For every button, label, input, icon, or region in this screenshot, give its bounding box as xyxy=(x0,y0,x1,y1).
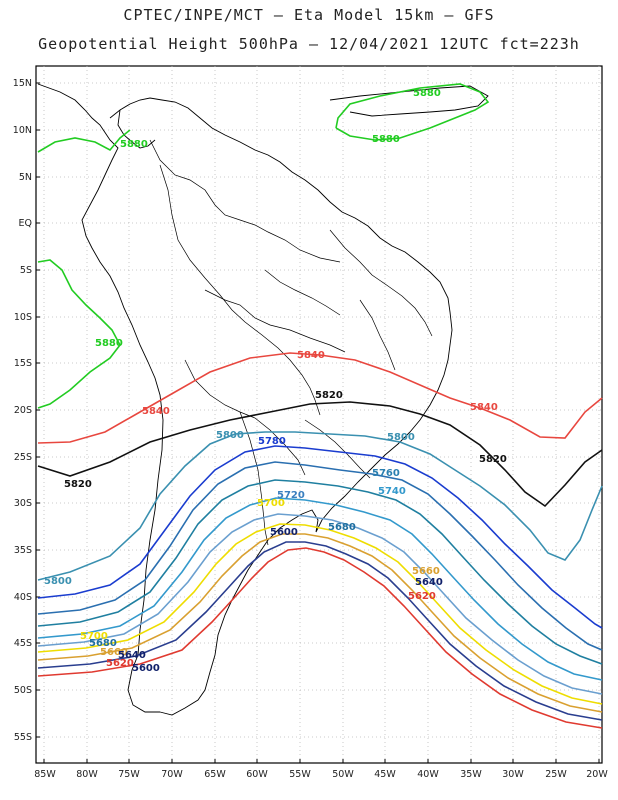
lat-label-15s: 15S xyxy=(14,358,32,369)
contour-labels: 5880 5880 5880 5880 5840 5840 5840 5820 … xyxy=(44,88,507,674)
label-5820-a: 5820 xyxy=(315,390,343,401)
contour-5860 xyxy=(37,352,603,444)
label-5620-b: 5620 xyxy=(106,658,134,669)
label-5800-c: 5800 xyxy=(44,576,72,587)
contour-5760 xyxy=(37,479,603,665)
lon-label-60w: 60W xyxy=(246,769,268,780)
country-borders xyxy=(149,139,433,546)
label-5680-a: 5680 xyxy=(328,522,356,533)
label-5880-c: 5880 xyxy=(372,134,400,145)
lat-labels: 15N 10N 5N EQ 5S 10S 15S 20S 25S 30S 35S… xyxy=(13,78,32,743)
lat-label-eq: EQ xyxy=(19,218,32,229)
contour-5700 xyxy=(37,523,603,705)
contour-5680 xyxy=(37,533,603,713)
label-5600-b: 5600 xyxy=(132,663,160,674)
contour-5720 xyxy=(37,513,603,695)
label-5660-a: 5660 xyxy=(412,566,440,577)
contour-5780 xyxy=(37,461,603,651)
lon-labels: 85W 80W 75W 70W 65W 60W 55W 50W 45W 40W … xyxy=(34,769,608,780)
label-5840-a: 5840 xyxy=(297,350,325,361)
lat-label-35s: 35S xyxy=(14,545,32,556)
label-5740: 5740 xyxy=(378,486,406,497)
contour-5820 xyxy=(37,431,603,581)
lon-label-35w: 35W xyxy=(460,769,482,780)
title-line-1: CPTEC/INPE/MCT – Eta Model 15km – GFS xyxy=(123,6,495,24)
lat-label-55s: 55S xyxy=(14,732,32,743)
lon-label-25w: 25W xyxy=(545,769,567,780)
contour-lines xyxy=(37,83,603,729)
lon-label-30w: 30W xyxy=(502,769,524,780)
label-5780: 5780 xyxy=(258,436,286,447)
lat-label-10n: 10N xyxy=(13,125,32,136)
axis-ticks xyxy=(36,82,600,763)
contour-5740 xyxy=(37,497,603,681)
lon-label-45w: 45W xyxy=(374,769,396,780)
label-5640-b: 5640 xyxy=(118,650,146,661)
lat-label-40s: 40S xyxy=(14,592,32,603)
lon-label-50w: 50W xyxy=(332,769,354,780)
label-5700-a: 5700 xyxy=(257,498,285,509)
title-line-2: Geopotential Height 500hPa – 12/04/2021 … xyxy=(38,35,580,53)
label-5820-b: 5820 xyxy=(64,479,92,490)
lat-label-15n: 15N xyxy=(13,78,32,89)
lat-label-50s: 50S xyxy=(14,685,32,696)
lat-label-5n: 5N xyxy=(19,172,32,183)
lon-label-85w: 85W xyxy=(34,769,56,780)
map-frame xyxy=(35,65,603,764)
label-5760: 5760 xyxy=(372,468,400,479)
lon-label-20w: 20W xyxy=(586,769,608,780)
coastline xyxy=(37,83,489,716)
contour-5660 xyxy=(37,541,603,721)
label-5880-d: 5880 xyxy=(95,338,123,349)
lat-label-25s: 25S xyxy=(14,452,32,463)
lat-label-10s: 10S xyxy=(14,312,32,323)
label-5880-a: 5880 xyxy=(120,139,148,150)
label-5680-b: 5680 xyxy=(89,638,117,649)
label-5660-b: 5660 xyxy=(100,647,128,658)
lat-label-30s: 30S xyxy=(14,498,32,509)
lon-label-65w: 65W xyxy=(204,769,226,780)
contour-5640 xyxy=(37,547,603,729)
label-5800-a: 5800 xyxy=(216,430,244,441)
contour-5880-ne xyxy=(335,83,490,141)
lat-label-45s: 45S xyxy=(14,638,32,649)
lon-label-55w: 55W xyxy=(289,769,311,780)
contour-5800 xyxy=(37,445,603,629)
lon-label-40w: 40W xyxy=(417,769,439,780)
label-5800-b: 5800 xyxy=(387,432,415,443)
label-5840-c: 5840 xyxy=(470,402,498,413)
lon-label-75w: 75W xyxy=(118,769,140,780)
lat-label-20s: 20S xyxy=(14,405,32,416)
label-5820-c: 5820 xyxy=(479,454,507,465)
label-5600-a: 5600 xyxy=(270,527,298,538)
label-5700-b: 5700 xyxy=(80,631,108,642)
lon-label-70w: 70W xyxy=(161,769,183,780)
label-5880-b: 5880 xyxy=(413,88,441,99)
label-5840-b: 5840 xyxy=(142,406,170,417)
label-5640-a: 5640 xyxy=(415,577,443,588)
contour-5880-nw xyxy=(37,129,131,153)
contour-5880-w xyxy=(37,259,121,409)
lon-label-80w: 80W xyxy=(76,769,98,780)
contour-5840 xyxy=(37,401,603,508)
lat-label-5s: 5S xyxy=(20,265,32,276)
label-5720: 5720 xyxy=(277,490,305,501)
label-5620-a: 5620 xyxy=(408,591,436,602)
